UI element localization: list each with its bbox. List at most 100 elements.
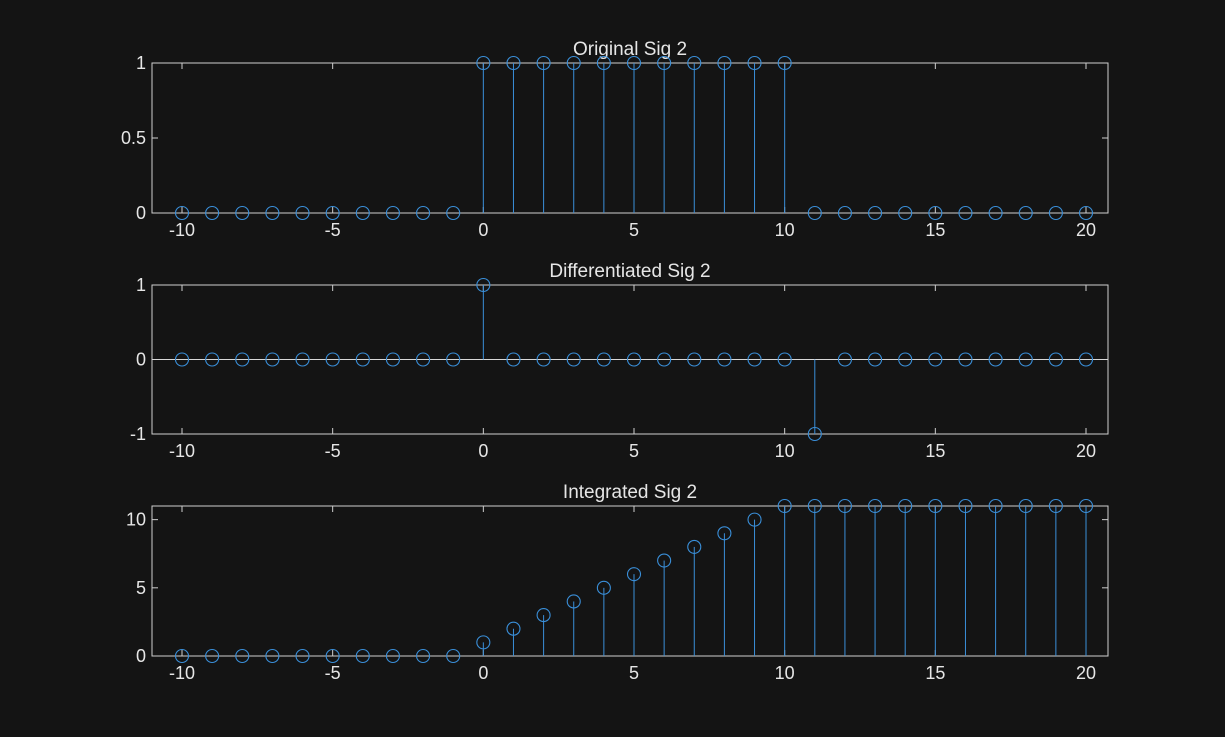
y-tick-label: 0 [136,646,146,666]
stem-marker [898,352,913,367]
stem-marker [325,205,340,221]
stem-marker [747,352,762,367]
stem-marker [416,648,431,664]
stem-marker [1048,352,1063,367]
y-tick-label: 1 [136,275,146,295]
stem-marker [657,352,672,367]
y-tick-label: 0 [136,350,146,370]
stem-marker [868,498,883,514]
stem-marker [958,205,973,221]
stem-marker [747,512,762,527]
subplot-differentiated-sig: Differentiated Sig 2 -10 -5 0 5 10 15 20-101 [130,261,1109,461]
stem-marker [596,580,611,595]
stem-marker [1078,205,1094,221]
stem-marker [385,205,400,221]
stem-marker [355,648,370,664]
stem-marker [295,352,310,367]
y-tick-label: 5 [136,578,146,598]
x-tick-label: 10 [775,220,795,240]
x-tick-label: 0 [478,663,488,683]
x-tick-label: -10 [169,441,195,461]
stem-marker [1078,352,1094,367]
stem-marker [837,498,852,514]
stem-marker [476,55,491,71]
subplot-integrated-sig: Integrated Sig 2 -10 -5 0 5 10 15 20 0 5 10 [126,482,1109,683]
stem-marker [717,55,732,71]
y-tick-label: 1 [136,53,146,73]
stem-marker [988,498,1003,514]
stem-marker [1018,352,1033,367]
stem-marker [205,352,220,367]
stem-marker [476,277,491,293]
x-tick-label: -5 [325,220,341,240]
stem-marker [205,648,220,664]
stem-marker [1048,498,1063,514]
stem-marker [626,567,642,582]
stem-marker [868,205,883,221]
stem-marker [536,352,551,367]
stem-marker [807,205,822,221]
stem-marker [596,55,611,71]
x-tick-label: 15 [925,441,945,461]
stem-marker [898,498,913,514]
stem-marker [566,352,581,367]
x-tick-label: 0 [478,441,488,461]
y-tick-label: 10 [126,510,146,530]
stem-marker [928,205,943,221]
stem-marker [205,205,220,221]
stem-marker [988,205,1003,221]
x-tick-label: 5 [629,220,639,240]
subplot-title: Differentiated Sig 2 [549,261,710,282]
stem-marker [747,55,762,71]
stem-marker [928,352,943,367]
stem-marker [868,352,883,367]
stem-marker [807,498,822,514]
stem-marker [476,635,491,650]
stem-marker [1078,498,1094,514]
stem-marker [958,352,973,367]
stem-marker [385,352,400,367]
stem-marker [295,648,310,664]
y-tick-label: 0 [136,203,146,223]
stem-marker [506,55,521,71]
y-tick-label: -1 [130,424,146,444]
x-tick-label: 10 [775,441,795,461]
stem-marker [687,55,702,71]
stem-marker [174,205,190,221]
stem-marker [355,205,370,221]
stem-marker [777,55,792,71]
x-tick-label: -10 [169,663,195,683]
x-tick-label: 0 [478,220,488,240]
stem-marker [657,55,672,71]
stem-marker [717,352,732,367]
x-tick-label: 5 [629,441,639,461]
stem-marker [898,205,913,221]
stem-marker [446,352,461,367]
stem-marker [325,352,340,367]
stem-marker [265,205,280,221]
x-tick-label: 10 [775,663,795,683]
stem-marker [566,594,581,609]
x-tick-label: 20 [1076,220,1096,240]
x-tick-label: 15 [925,663,945,683]
stem-marker [416,205,431,221]
stem-marker [626,55,642,71]
y-tick-label: 0.5 [121,128,146,148]
subplot-original-sig: Original Sig 2 -10 -5 0 5 10 15 20 0 0.5 1 [121,39,1109,240]
x-tick-label: -10 [169,220,195,240]
axes-box [151,62,1109,214]
stem-marker [687,352,702,367]
stem-marker [506,352,521,367]
stem-marker [235,648,250,664]
x-tick-label: 20 [1076,441,1096,461]
stem-marker [777,352,792,367]
stem-marker [626,352,642,367]
stem-marker [446,648,461,664]
stem-marker [566,55,581,71]
axes-box [151,505,1109,657]
stem-marker [988,352,1003,367]
stem-marker [1048,205,1063,221]
stem-marker [325,648,340,664]
stem-marker [295,205,310,221]
subplot-title: Integrated Sig 2 [563,482,697,503]
